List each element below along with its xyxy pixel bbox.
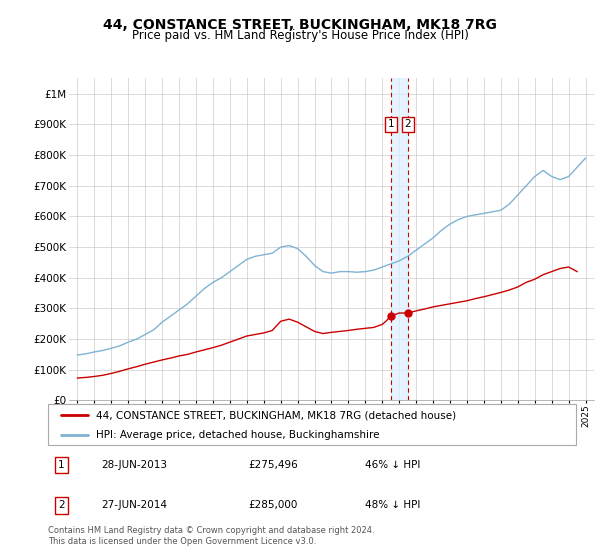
Text: Price paid vs. HM Land Registry's House Price Index (HPI): Price paid vs. HM Land Registry's House … [131, 29, 469, 42]
Text: 48% ↓ HPI: 48% ↓ HPI [365, 501, 420, 510]
Text: 44, CONSTANCE STREET, BUCKINGHAM, MK18 7RG (detached house): 44, CONSTANCE STREET, BUCKINGHAM, MK18 7… [95, 410, 455, 421]
Text: 46% ↓ HPI: 46% ↓ HPI [365, 460, 420, 470]
FancyBboxPatch shape [48, 404, 576, 445]
Text: 28-JUN-2013: 28-JUN-2013 [101, 460, 167, 470]
Text: 27-JUN-2014: 27-JUN-2014 [101, 501, 167, 510]
Text: 2: 2 [58, 501, 65, 510]
Text: £285,000: £285,000 [248, 501, 298, 510]
Text: 2: 2 [404, 119, 411, 129]
Text: 1: 1 [388, 119, 394, 129]
Text: 1: 1 [58, 460, 65, 470]
Text: 44, CONSTANCE STREET, BUCKINGHAM, MK18 7RG: 44, CONSTANCE STREET, BUCKINGHAM, MK18 7… [103, 18, 497, 32]
Text: £275,496: £275,496 [248, 460, 298, 470]
Text: Contains HM Land Registry data © Crown copyright and database right 2024.
This d: Contains HM Land Registry data © Crown c… [48, 526, 374, 546]
Text: HPI: Average price, detached house, Buckinghamshire: HPI: Average price, detached house, Buck… [95, 430, 379, 440]
Bar [391, 78, 408, 400]
